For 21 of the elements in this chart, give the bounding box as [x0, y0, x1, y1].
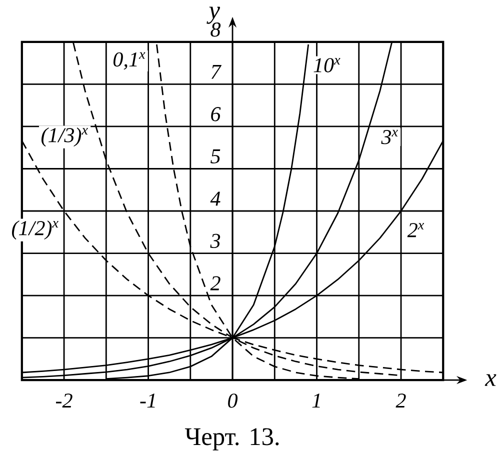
x-tick-label: -1	[140, 394, 155, 408]
y-tick-label: 3	[210, 234, 220, 248]
y-tick-label: 2	[210, 276, 220, 290]
x-axis-title: x	[484, 374, 496, 386]
y-tick-label: 7	[211, 64, 222, 79]
y-tick-label: 6	[211, 107, 221, 122]
x-tick-label: 2	[396, 394, 406, 408]
y-axis-title: y	[206, 6, 220, 24]
y-tick-label: 5	[210, 149, 220, 164]
series-label: 2$^{x}$	[407, 222, 424, 238]
series-label: (1/3)$^{x}$	[41, 127, 88, 147]
series-label: (1/2)$^{x}$	[12, 220, 58, 240]
series-label: 0,1$^{x}$	[113, 52, 146, 70]
text: Черт. 13.	[184, 428, 279, 450]
x-tick-label: -2	[56, 394, 72, 408]
series-label: 10$^{x}$	[314, 58, 340, 72]
y-tick-label: 8	[210, 22, 221, 37]
y-tick-label: 4	[210, 192, 220, 206]
x-tick-label: 0	[228, 394, 238, 408]
x-tick-label: 1	[312, 394, 320, 408]
series-label: 3$^{x}$	[381, 130, 398, 144]
